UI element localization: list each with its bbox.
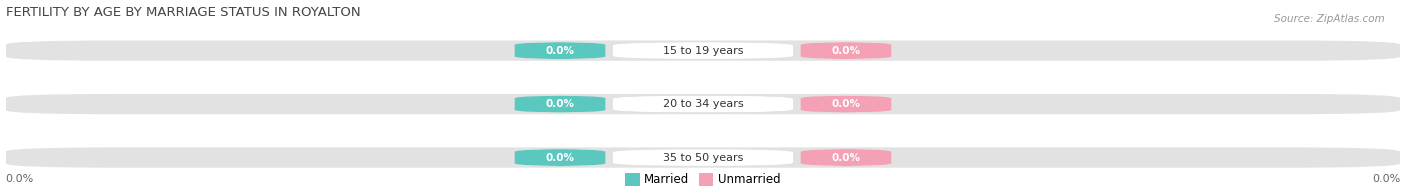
Text: FERTILITY BY AGE BY MARRIAGE STATUS IN ROYALTON: FERTILITY BY AGE BY MARRIAGE STATUS IN R… bbox=[6, 5, 360, 19]
Text: 0.0%: 0.0% bbox=[546, 46, 575, 56]
FancyBboxPatch shape bbox=[6, 40, 1400, 61]
FancyBboxPatch shape bbox=[613, 149, 793, 166]
FancyBboxPatch shape bbox=[613, 42, 793, 59]
Legend: Married, Unmarried: Married, Unmarried bbox=[620, 169, 786, 191]
Text: 20 to 34 years: 20 to 34 years bbox=[662, 99, 744, 109]
FancyBboxPatch shape bbox=[515, 42, 606, 59]
Text: 15 to 19 years: 15 to 19 years bbox=[662, 46, 744, 56]
FancyBboxPatch shape bbox=[800, 42, 891, 59]
Text: 35 to 50 years: 35 to 50 years bbox=[662, 152, 744, 162]
Text: 0.0%: 0.0% bbox=[1372, 174, 1400, 184]
Text: 0.0%: 0.0% bbox=[6, 174, 34, 184]
FancyBboxPatch shape bbox=[613, 95, 793, 113]
Text: 0.0%: 0.0% bbox=[546, 152, 575, 162]
Text: 0.0%: 0.0% bbox=[831, 152, 860, 162]
Text: Source: ZipAtlas.com: Source: ZipAtlas.com bbox=[1274, 14, 1385, 24]
FancyBboxPatch shape bbox=[800, 149, 891, 166]
FancyBboxPatch shape bbox=[6, 94, 1400, 114]
FancyBboxPatch shape bbox=[800, 95, 891, 113]
FancyBboxPatch shape bbox=[515, 149, 606, 166]
Text: 0.0%: 0.0% bbox=[831, 46, 860, 56]
FancyBboxPatch shape bbox=[515, 95, 606, 113]
FancyBboxPatch shape bbox=[6, 147, 1400, 168]
Text: 0.0%: 0.0% bbox=[831, 99, 860, 109]
Text: 0.0%: 0.0% bbox=[546, 99, 575, 109]
